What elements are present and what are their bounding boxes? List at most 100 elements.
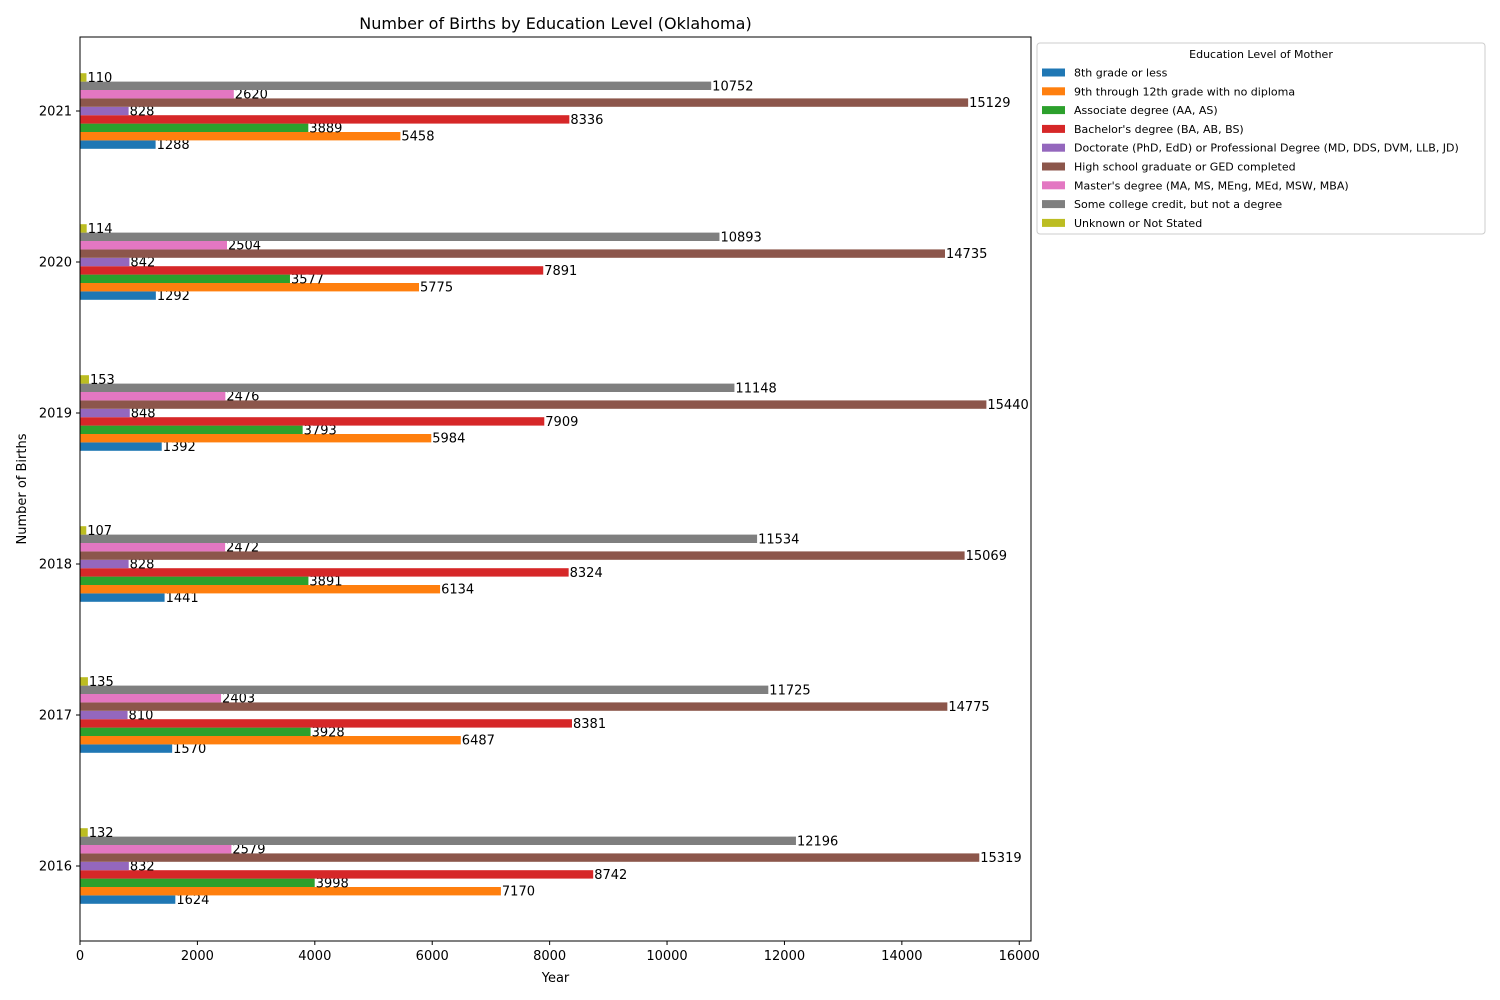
plot-area: 1624 7170 3998 8742 832 15319 2579 12196 132 1570… [80,71,1029,908]
data-label-2019-series-2: 3793 [304,423,337,438]
bar-2016-series-7 [80,836,796,845]
data-label-2021-series-2: 3889 [309,121,342,136]
x-tick-label: 14000 [881,949,922,964]
legend-swatch [1042,218,1065,227]
bar-2017-series-1 [80,736,461,745]
bar-2016-series-6 [80,845,232,854]
data-label-2017-series-2: 3928 [312,725,345,740]
y-axis: 2016 2017 2018 2019 2020 2021 [39,105,80,875]
data-label-2017-series-8: 135 [89,675,114,690]
data-label-2019-series-8: 153 [90,373,115,388]
legend-swatch [1042,143,1065,152]
legend-label: High school graduate or GED completed [1074,161,1296,174]
bar-2019-series-0 [80,442,162,451]
data-label-2016-series-1: 7170 [502,885,535,900]
legend-label: Some college credit, but not a degree [1074,198,1282,211]
bar-2020-series-7 [80,232,720,241]
x-tick-label: 4000 [298,949,331,964]
data-label-2021-series-5: 15129 [969,96,1010,111]
bar-2016-series-5 [80,853,980,862]
data-label-2016-series-2: 3998 [316,876,349,891]
bar-2018-series-8 [80,526,87,535]
data-label-2016-series-4: 832 [130,860,155,875]
data-label-2021-series-7: 10752 [712,79,753,94]
bar-2016-series-2 [80,878,315,887]
y-tick-label: 2020 [39,256,72,271]
y-axis-title: Number of Births [15,433,30,544]
data-label-2020-series-3: 7891 [544,264,577,279]
bar-2021-series-1 [80,132,401,141]
legend-swatch [1042,87,1065,96]
bar-2018-series-3 [80,568,569,577]
data-label-2017-series-5: 14775 [948,700,989,715]
y-tick-label: 2017 [39,709,72,724]
data-label-2020-series-6: 2504 [228,239,261,254]
bar-2018-series-0 [80,593,165,602]
bar-2021-series-0 [80,140,156,149]
bar-2021-series-4 [80,106,129,116]
data-label-2018-series-5: 15069 [966,549,1007,564]
x-tick-label: 0 [76,949,84,964]
legend-label: Doctorate (PhD, EdD) or Professional Deg… [1074,142,1459,155]
bar-2019-series-6 [80,392,226,401]
bar-2017-series-7 [80,685,769,694]
bar-2021-series-2 [80,123,309,132]
bar-2018-series-5 [80,551,965,560]
data-label-2016-series-3: 8742 [594,868,627,883]
bar-2018-series-1 [80,585,441,594]
plot-frame [79,36,1032,942]
data-label-2018-series-2: 3891 [309,574,342,589]
bar-2019-series-7 [80,383,735,392]
bar-2017-series-4 [80,710,128,720]
bar-2020-series-2 [80,274,290,283]
bar-2020-series-8 [80,224,87,233]
legend-label: 9th through 12th grade with no diploma [1074,85,1295,98]
bar-2018-series-6 [80,543,226,552]
data-label-2019-series-1: 5984 [432,432,465,447]
bar-2017-series-3 [80,719,572,728]
data-label-2016-series-5: 15319 [980,851,1021,866]
bar-2017-series-2 [80,727,311,736]
x-tick-label: 12000 [764,949,805,964]
x-tick-label: 10000 [646,949,687,964]
bar-2019-series-4 [80,408,130,418]
data-label-2019-series-3: 7909 [545,415,578,430]
data-label-2016-series-8: 132 [89,826,114,841]
data-label-2018-series-7: 11534 [758,532,799,547]
legend-swatch [1042,124,1065,133]
data-label-2020-series-2: 3577 [291,272,324,287]
data-label-2018-series-8: 107 [87,524,112,539]
bar-2017-series-8 [80,677,88,686]
data-label-2020-series-4: 842 [130,256,155,271]
bar-2016-series-8 [80,828,88,837]
data-label-2017-series-0: 1570 [173,742,206,757]
legend-title: Education Level of Mother [1189,48,1333,61]
data-label-2020-series-0: 1292 [157,289,190,304]
bar-2020-series-4 [80,257,130,267]
legend-swatch [1042,68,1065,77]
data-label-2019-series-5: 15440 [987,398,1028,413]
data-label-2021-series-8: 110 [87,71,112,86]
data-label-2018-series-3: 8324 [570,566,603,581]
data-label-2021-series-1: 5458 [401,130,434,145]
legend-frame [1036,42,1486,235]
y-tick-label: 2016 [39,860,72,875]
data-label-2018-series-4: 828 [130,558,155,573]
chart-title: Number of Births by Education Level (Okl… [359,14,751,33]
bar-2016-series-4 [80,861,129,871]
data-label-2017-series-3: 8381 [573,717,606,732]
bar-2020-series-0 [80,291,156,300]
data-label-2020-series-8: 114 [88,222,113,237]
data-label-2016-series-0: 1624 [176,893,209,908]
bar-2019-series-1 [80,434,432,443]
data-label-2020-series-5: 14735 [946,247,987,262]
bar-2020-series-3 [80,266,544,275]
bar-2021-series-5 [80,98,969,107]
data-label-2021-series-6: 2620 [235,88,268,103]
bar-2021-series-8 [80,73,87,82]
bar-2019-series-2 [80,425,303,434]
legend-items: 8th grade or less 9th through 12th grade … [1042,67,1459,230]
data-label-2019-series-7: 11148 [735,381,776,396]
bar-2016-series-0 [80,895,176,904]
